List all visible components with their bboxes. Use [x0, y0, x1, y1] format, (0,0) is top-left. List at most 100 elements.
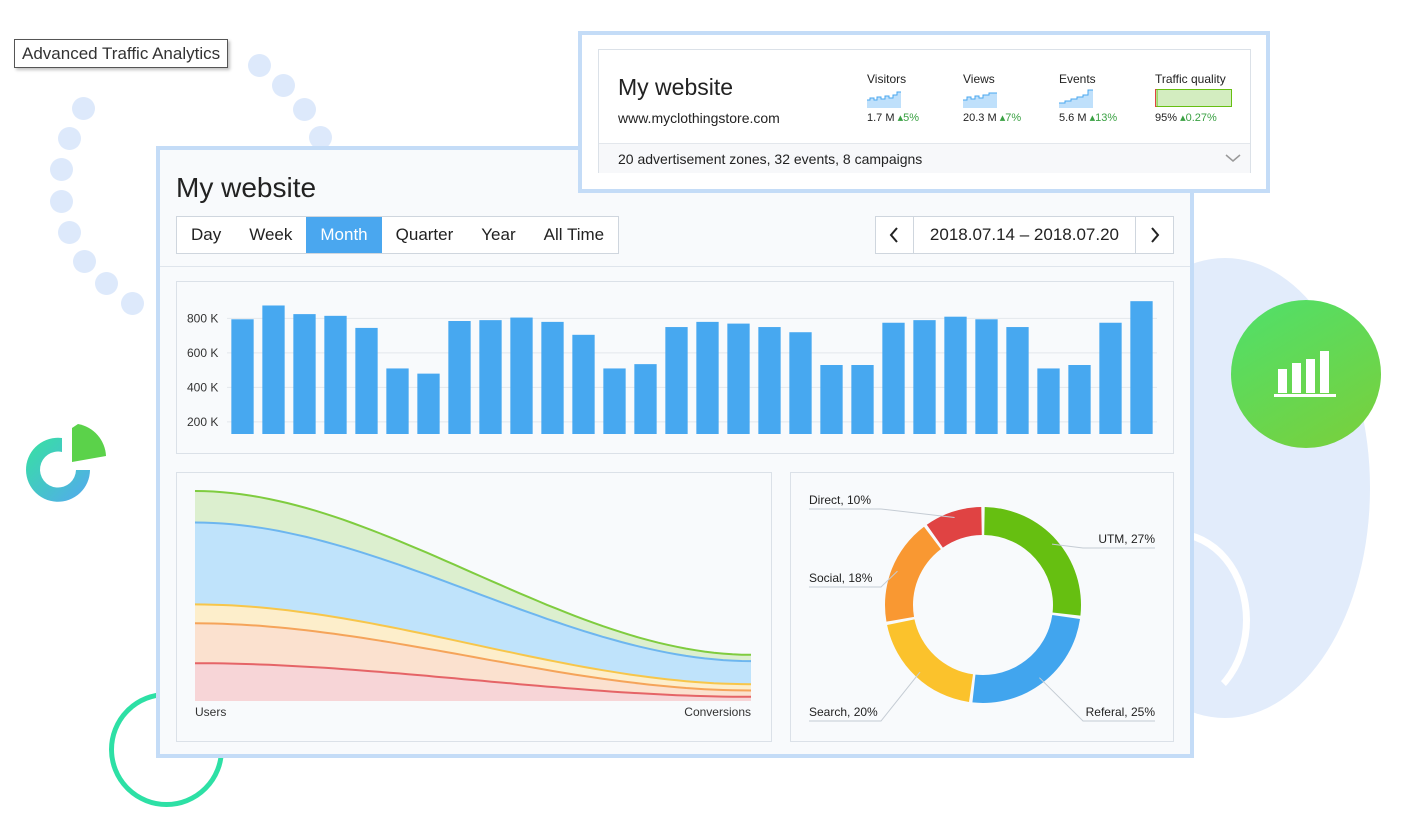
- previous-period-button[interactable]: [876, 217, 913, 253]
- donut-label: Search, 20%: [809, 705, 878, 719]
- traffic-bar[interactable]: [355, 327, 378, 434]
- traffic-bar[interactable]: [572, 334, 595, 434]
- metric-value: 20.3 M ▴7%: [963, 112, 1022, 124]
- metric-label: Events: [1059, 72, 1096, 86]
- donut-leader-line: [809, 570, 898, 588]
- y-tick-label: 200 K: [187, 415, 218, 429]
- traffic-bar[interactable]: [820, 365, 843, 434]
- y-tick-label: 800 K: [187, 311, 218, 325]
- traffic-bar[interactable]: [510, 317, 533, 434]
- tab-week[interactable]: Week: [249, 225, 293, 244]
- traffic-bar[interactable]: [1068, 365, 1091, 434]
- chevron-left-icon: [890, 227, 899, 243]
- decorative-dot: [73, 250, 96, 273]
- traffic-bar[interactable]: [789, 332, 812, 434]
- tab-all-time[interactable]: All Time: [543, 225, 605, 244]
- traffic-bar[interactable]: [479, 320, 502, 434]
- donut-slice[interactable]: [984, 507, 1081, 616]
- site-url[interactable]: www.myclothingstore.com: [618, 110, 780, 126]
- decorative-dot: [58, 127, 81, 150]
- traffic-bar-chart-card: 200 K 400 K 600 K 800 K: [176, 281, 1174, 454]
- views-sparkline: [963, 92, 997, 108]
- metric-events: Events 5.6 M ▴13%: [1059, 72, 1139, 124]
- decorative-dot: [50, 158, 73, 181]
- x-label-start: Users: [195, 705, 226, 719]
- traffic-bar[interactable]: [665, 327, 688, 434]
- donut-label: Social, 18%: [809, 571, 873, 585]
- y-tick-label: 600 K: [187, 346, 218, 360]
- traffic-quality-bar: [1155, 89, 1232, 107]
- donut-label: Direct, 10%: [809, 493, 871, 507]
- funnel-area-chart: Users Conversions: [194, 490, 752, 719]
- traffic-bar[interactable]: [262, 305, 285, 434]
- traffic-bar[interactable]: [417, 373, 440, 434]
- traffic-bar[interactable]: [851, 365, 874, 434]
- metric-label: Visitors: [867, 72, 907, 86]
- traffic-bar[interactable]: [1130, 301, 1153, 434]
- tab-quarter[interactable]: Quarter: [395, 225, 454, 244]
- traffic-bar[interactable]: [1006, 327, 1029, 434]
- chevron-down-icon[interactable]: [1224, 150, 1242, 166]
- decorative-dot: [293, 98, 316, 121]
- funnel-line: [194, 521, 752, 663]
- traffic-bar[interactable]: [882, 322, 905, 434]
- traffic-bar[interactable]: [541, 321, 564, 434]
- tab-day[interactable]: Day: [191, 225, 222, 244]
- traffic-bar[interactable]: [944, 316, 967, 434]
- metric-label: Traffic quality: [1155, 72, 1226, 86]
- decorative-dot: [309, 126, 332, 149]
- date-navigator: 2018.07.14 – 2018.07.20: [874, 216, 1174, 254]
- summary-text: 20 advertisement zones, 32 events, 8 cam…: [618, 151, 923, 167]
- site-name: My website: [618, 74, 734, 100]
- traffic-bar[interactable]: [696, 321, 719, 434]
- donut-slice[interactable]: [926, 507, 982, 548]
- events-sparkline: [1059, 89, 1093, 108]
- funnel-chart-card: Users Conversions: [176, 472, 772, 742]
- traffic-bar[interactable]: [1037, 368, 1060, 434]
- metric-traffic-quality: Traffic quality 95% ▴0.27%: [1155, 72, 1235, 124]
- traffic-bar[interactable]: [293, 314, 316, 434]
- decorative-dot: [95, 272, 118, 295]
- traffic-bar[interactable]: [634, 364, 657, 434]
- decorative-dot: [72, 97, 95, 120]
- website-summary-card: My website www.myclothingstore.com Visit…: [598, 49, 1251, 173]
- app-title: Advanced Traffic Analytics: [14, 39, 229, 68]
- date-range-label: 2018.07.14 – 2018.07.20: [912, 217, 1136, 253]
- metric-label: Views: [963, 72, 995, 86]
- traffic-bar[interactable]: [758, 327, 781, 434]
- funnel-area: [195, 663, 751, 701]
- decorative-dot: [50, 190, 73, 213]
- traffic-bar[interactable]: [324, 315, 347, 434]
- traffic-bar[interactable]: [603, 368, 626, 434]
- donut-slice[interactable]: [887, 619, 974, 702]
- traffic-bar[interactable]: [448, 321, 471, 434]
- donut-leader-line: [1039, 677, 1155, 722]
- traffic-bar[interactable]: [231, 319, 254, 434]
- donut-leader-line: [809, 508, 955, 518]
- metric-value: 95% ▴0.27%: [1155, 112, 1217, 124]
- donut-slice[interactable]: [885, 526, 941, 622]
- pie-logo-icon: [26, 424, 106, 502]
- metric-views: Views 20.3 M ▴7%: [963, 72, 1043, 124]
- traffic-bar[interactable]: [975, 319, 998, 434]
- bar-chart-icon: [1274, 351, 1336, 397]
- traffic-bar[interactable]: [1099, 322, 1122, 434]
- tab-year[interactable]: Year: [481, 225, 516, 244]
- traffic-bar[interactable]: [913, 320, 936, 434]
- y-tick-label: 400 K: [187, 380, 218, 394]
- stats-badge: [1231, 300, 1381, 448]
- donut-slice[interactable]: [972, 614, 1080, 703]
- decorative-dot: [121, 292, 144, 315]
- donut-leader-line: [1051, 543, 1155, 549]
- next-period-button[interactable]: [1136, 217, 1173, 253]
- tab-month[interactable]: Month: [306, 217, 382, 253]
- period-tabs: Day Week Month Quarter Year All Time: [176, 216, 620, 254]
- funnel-line: [195, 662, 751, 698]
- donut-label: UTM, 27%: [1098, 532, 1155, 546]
- traffic-bar[interactable]: [386, 368, 409, 434]
- traffic-bar[interactable]: [727, 323, 750, 434]
- summary-footer[interactable]: 20 advertisement zones, 32 events, 8 cam…: [599, 143, 1250, 173]
- donut-leader-line: [809, 671, 921, 722]
- header-divider: [160, 266, 1190, 267]
- dashboard-panel: My website Day Week Month Quarter Year A…: [156, 146, 1194, 758]
